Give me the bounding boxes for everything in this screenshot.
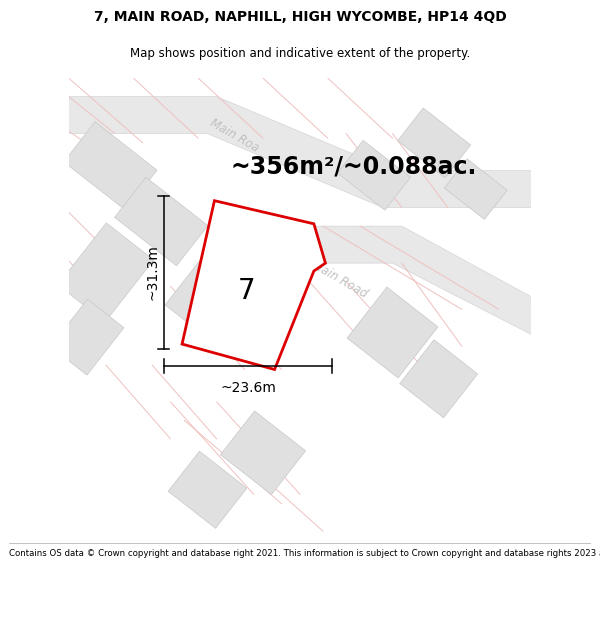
Polygon shape — [165, 228, 287, 353]
Polygon shape — [347, 287, 438, 378]
Text: Map shows position and indicative extent of the property.: Map shows position and indicative extent… — [130, 47, 470, 59]
Polygon shape — [220, 411, 305, 494]
Polygon shape — [398, 108, 470, 177]
Text: Main Road: Main Road — [309, 258, 370, 301]
Text: Main Roa: Main Roa — [208, 117, 261, 155]
Text: Contains OS data © Crown copyright and database right 2021. This information is : Contains OS data © Crown copyright and d… — [9, 549, 600, 558]
Polygon shape — [445, 159, 507, 219]
Polygon shape — [50, 299, 124, 375]
Polygon shape — [115, 177, 208, 266]
Polygon shape — [400, 340, 478, 418]
Text: ~23.6m: ~23.6m — [220, 381, 276, 395]
Polygon shape — [168, 451, 247, 528]
Polygon shape — [64, 122, 157, 210]
Text: ~31.3m: ~31.3m — [145, 244, 159, 300]
Text: 7: 7 — [238, 277, 256, 305]
Polygon shape — [182, 201, 325, 369]
Polygon shape — [337, 141, 410, 210]
Text: 7, MAIN ROAD, NAPHILL, HIGH WYCOMBE, HP14 4QD: 7, MAIN ROAD, NAPHILL, HIGH WYCOMBE, HP1… — [94, 10, 506, 24]
Polygon shape — [46, 97, 554, 208]
Polygon shape — [217, 226, 554, 346]
Text: ~356m²/~0.088ac.: ~356m²/~0.088ac. — [230, 154, 477, 178]
Polygon shape — [58, 223, 154, 322]
